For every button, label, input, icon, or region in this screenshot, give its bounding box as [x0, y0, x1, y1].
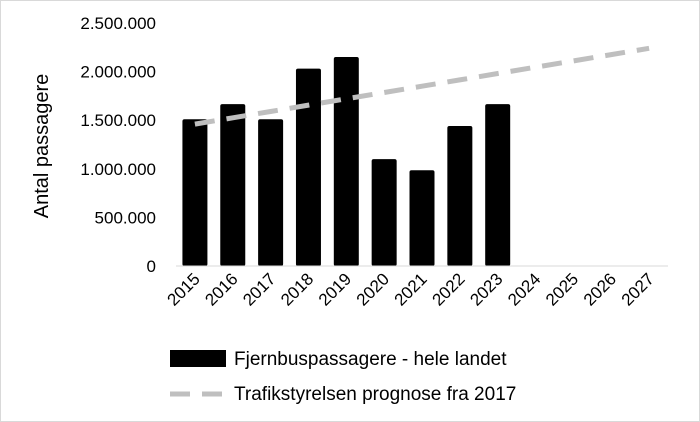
bar-2017	[258, 119, 284, 266]
y-axis-title: Antal passagere	[31, 74, 53, 219]
x-tick-label: 2026	[580, 269, 620, 309]
bar-2016	[220, 104, 246, 266]
legend-label-bars: Fjernbuspassagere - hele landet	[234, 349, 507, 370]
legend-swatch-bars	[170, 350, 226, 367]
legend-label-forecast: Trafikstyrelsen prognose fra 2017	[234, 384, 516, 405]
x-axis-ticks: 2015201620172018201920202021202220232024…	[164, 269, 658, 309]
y-tick-label: 1.500.000	[80, 111, 156, 130]
bar-2015	[182, 119, 208, 266]
x-tick-label: 2024	[504, 269, 544, 309]
x-tick-label: 2022	[428, 269, 468, 309]
x-tick-label: 2027	[618, 269, 658, 309]
y-tick-label: 0	[147, 257, 156, 276]
x-tick-label: 2015	[164, 269, 204, 309]
bar-2023	[485, 104, 511, 266]
bar-2019	[333, 57, 359, 266]
x-tick-label: 2017	[239, 269, 279, 309]
y-tick-label: 2.500.000	[80, 14, 156, 33]
x-tick-label: 2021	[391, 269, 431, 309]
legend: Fjernbuspassagere - hele landet Trafikst…	[170, 349, 516, 405]
bar-2022	[447, 126, 473, 266]
bar-series	[182, 57, 511, 267]
y-tick-label: 2.000.000	[80, 63, 156, 82]
y-tick-label: 500.000	[95, 208, 156, 227]
x-tick-label: 2023	[466, 269, 506, 309]
bar-2020	[371, 159, 397, 266]
bar-2018	[295, 68, 321, 267]
x-tick-label: 2020	[353, 269, 393, 309]
x-tick-label: 2016	[201, 269, 241, 309]
x-tick-label: 2025	[542, 269, 582, 309]
bar-2021	[409, 170, 435, 266]
y-axis-ticks: 0 500.000 1.000.000 1.500.000 2.000.000 2.500…	[80, 14, 156, 276]
x-tick-label: 2019	[315, 269, 355, 309]
y-tick-label: 1.000.000	[80, 160, 156, 179]
forecast-dashed-line	[194, 45, 650, 127]
x-tick-label: 2018	[277, 269, 317, 309]
